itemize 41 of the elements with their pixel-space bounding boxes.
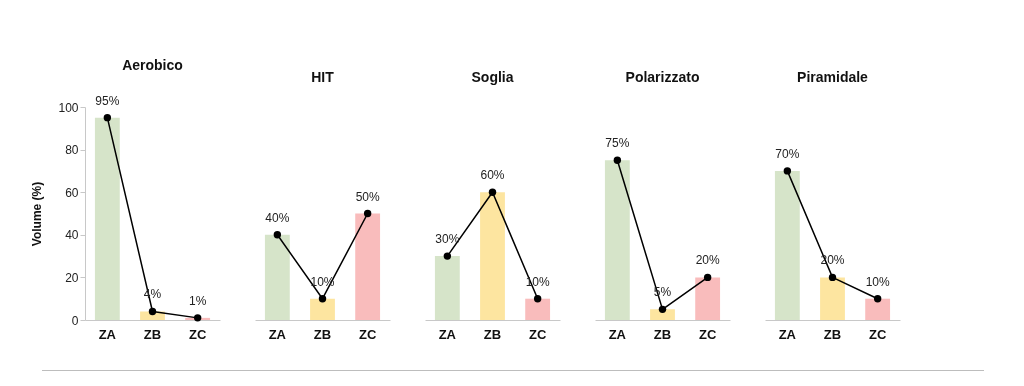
data-label: 10% bbox=[865, 274, 890, 289]
point bbox=[148, 307, 157, 316]
data-label: 20% bbox=[695, 253, 720, 268]
x-tick-label: ZA bbox=[438, 326, 457, 342]
x-tick-label: ZC bbox=[188, 326, 207, 342]
data-label: 30% bbox=[435, 232, 460, 247]
x-tick-label: ZC bbox=[698, 326, 717, 342]
data-label: 60% bbox=[480, 168, 505, 183]
y-tick-label: 0 bbox=[71, 313, 79, 328]
y-tick-label: 80 bbox=[65, 143, 79, 158]
bar bbox=[94, 117, 120, 320]
x-tick-label: ZC bbox=[358, 326, 377, 342]
x-tick-label: ZB bbox=[313, 326, 332, 342]
y-tick-label: 40 bbox=[65, 228, 79, 243]
chart-title: Polarizzato bbox=[625, 69, 700, 85]
x-tick-label: ZA bbox=[268, 326, 287, 342]
chart-title: Soglia bbox=[471, 69, 514, 85]
x-tick-label: ZA bbox=[778, 326, 797, 342]
x-tick-label: ZA bbox=[608, 326, 627, 342]
data-label: 40% bbox=[265, 210, 290, 225]
chart-title: Aerobico bbox=[122, 56, 183, 73]
x-tick-label: ZC bbox=[528, 326, 547, 342]
y-axis-title: Volume (%) bbox=[30, 181, 45, 247]
x-tick-label: ZB bbox=[653, 326, 672, 342]
data-label: 1% bbox=[188, 293, 207, 308]
data-label: 75% bbox=[605, 136, 630, 151]
point bbox=[103, 113, 112, 122]
x-tick-label: ZB bbox=[823, 326, 842, 342]
data-label: 95% bbox=[95, 93, 120, 108]
chart-title: HIT bbox=[311, 69, 335, 85]
chart-title: Piramidale bbox=[797, 69, 869, 85]
x-tick-label: ZB bbox=[483, 326, 502, 342]
y-tick-label: 60 bbox=[65, 185, 79, 200]
x-tick-label: ZB bbox=[143, 326, 162, 342]
y-tick-label: 20 bbox=[65, 270, 79, 285]
x-tick-label: ZC bbox=[868, 326, 887, 342]
point bbox=[193, 314, 202, 322]
data-label: 50% bbox=[355, 189, 380, 204]
y-tick-label: 100 bbox=[58, 100, 79, 115]
data-label: 70% bbox=[775, 146, 800, 161]
x-tick-label: ZA bbox=[98, 326, 117, 342]
